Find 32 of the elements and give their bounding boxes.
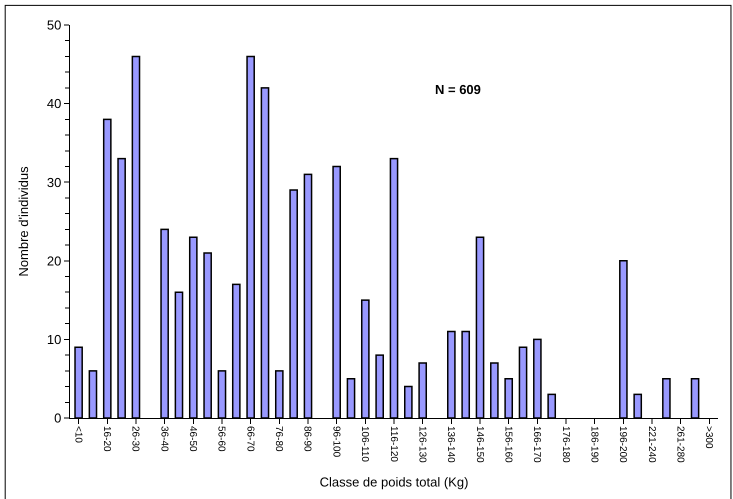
x-tick-label: 106-110: [359, 426, 370, 462]
x-tick-label: 46-50: [187, 426, 198, 452]
x-tick-label: 196-200: [617, 426, 628, 464]
x-axis-title: Classe de poids total (Kg): [320, 474, 468, 490]
x-tick-label: 221-240: [646, 426, 657, 464]
x-tick-label: 96-100: [330, 426, 342, 458]
y-tick-label: 0: [54, 410, 62, 426]
x-tick-label: 126-130: [416, 426, 428, 464]
x-tick-label: 116-120: [388, 426, 399, 462]
x-tick-label: 146-150: [474, 426, 485, 464]
x-tick-label: 16-20: [101, 426, 112, 452]
x-tick-label: 56-60: [216, 426, 227, 452]
x-tick-label: 86-90: [302, 426, 313, 452]
x-tick-label: 166-170: [531, 426, 542, 464]
x-tick-label: 36-40: [158, 426, 170, 452]
x-tick-label: 26-30: [130, 426, 141, 452]
annotation: N = 609: [435, 82, 481, 97]
x-tick-label: >300: [703, 426, 714, 449]
y-tick-label: 30: [46, 174, 62, 190]
y-tick-label: 20: [46, 253, 62, 268]
x-tick-label: <10: [72, 426, 84, 444]
x-tick-label: 136-140: [445, 426, 456, 464]
x-tick-label: 261-280: [674, 426, 686, 464]
x-tick-label: 156-160: [502, 426, 514, 464]
x-tick-label: 176-180: [560, 426, 571, 464]
y-tick-label: 10: [46, 332, 62, 347]
x-tick-label: 186-190: [588, 426, 600, 464]
x-tick-label: 76-80: [273, 426, 284, 452]
y-axis-title: Nombre d'individus: [16, 166, 31, 277]
y-tick-label: 50: [46, 18, 62, 33]
y-tick-label: 40: [46, 96, 62, 112]
x-tick-label: 66-70: [244, 426, 256, 452]
